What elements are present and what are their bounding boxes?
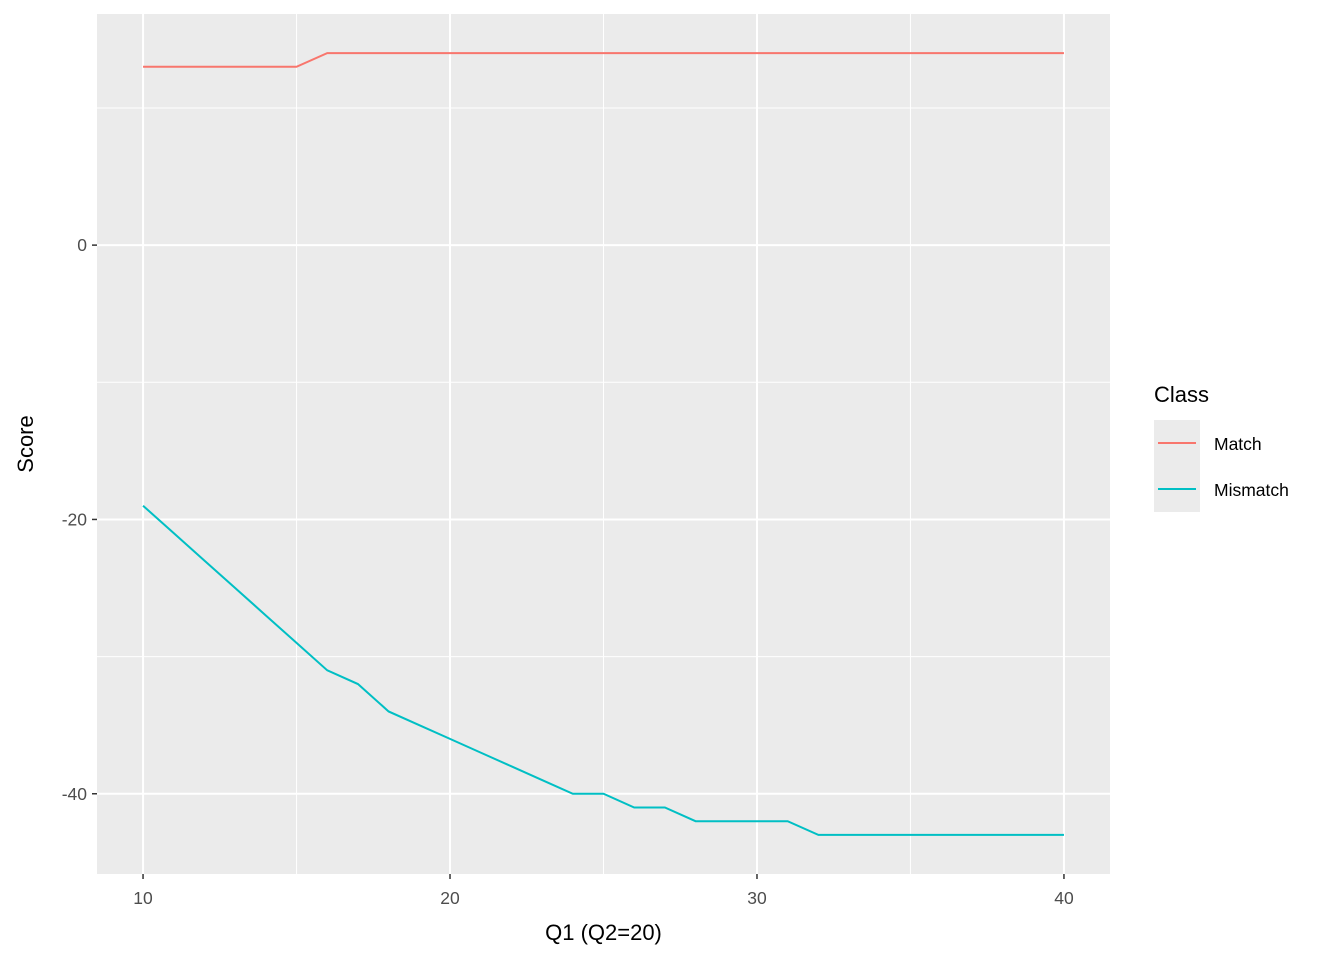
y-tick-label: 0 xyxy=(77,235,87,255)
x-tick-label: 10 xyxy=(133,888,153,908)
x-tick-label: 20 xyxy=(440,888,460,908)
series-line-mismatch xyxy=(142,504,1064,836)
x-tick-label: 30 xyxy=(747,888,767,908)
x-tick-label: 40 xyxy=(1054,888,1074,908)
grid xyxy=(97,14,1110,874)
legend-title: Class xyxy=(1154,382,1209,407)
legend-label: Mismatch xyxy=(1214,480,1289,500)
series-lines xyxy=(142,52,1064,836)
x-axis-label: Q1 (Q2=20) xyxy=(545,920,662,945)
axis-ticks: 10 20 30 40 0 -20 -40 xyxy=(62,235,1074,908)
y-axis-label: Score xyxy=(13,415,38,472)
legend: Class Match Mismatch xyxy=(1154,382,1289,512)
y-tick-label: -20 xyxy=(62,509,88,529)
series-line-match xyxy=(143,52,1064,68)
legend-label: Match xyxy=(1214,434,1262,454)
y-tick-label: -40 xyxy=(62,784,88,804)
